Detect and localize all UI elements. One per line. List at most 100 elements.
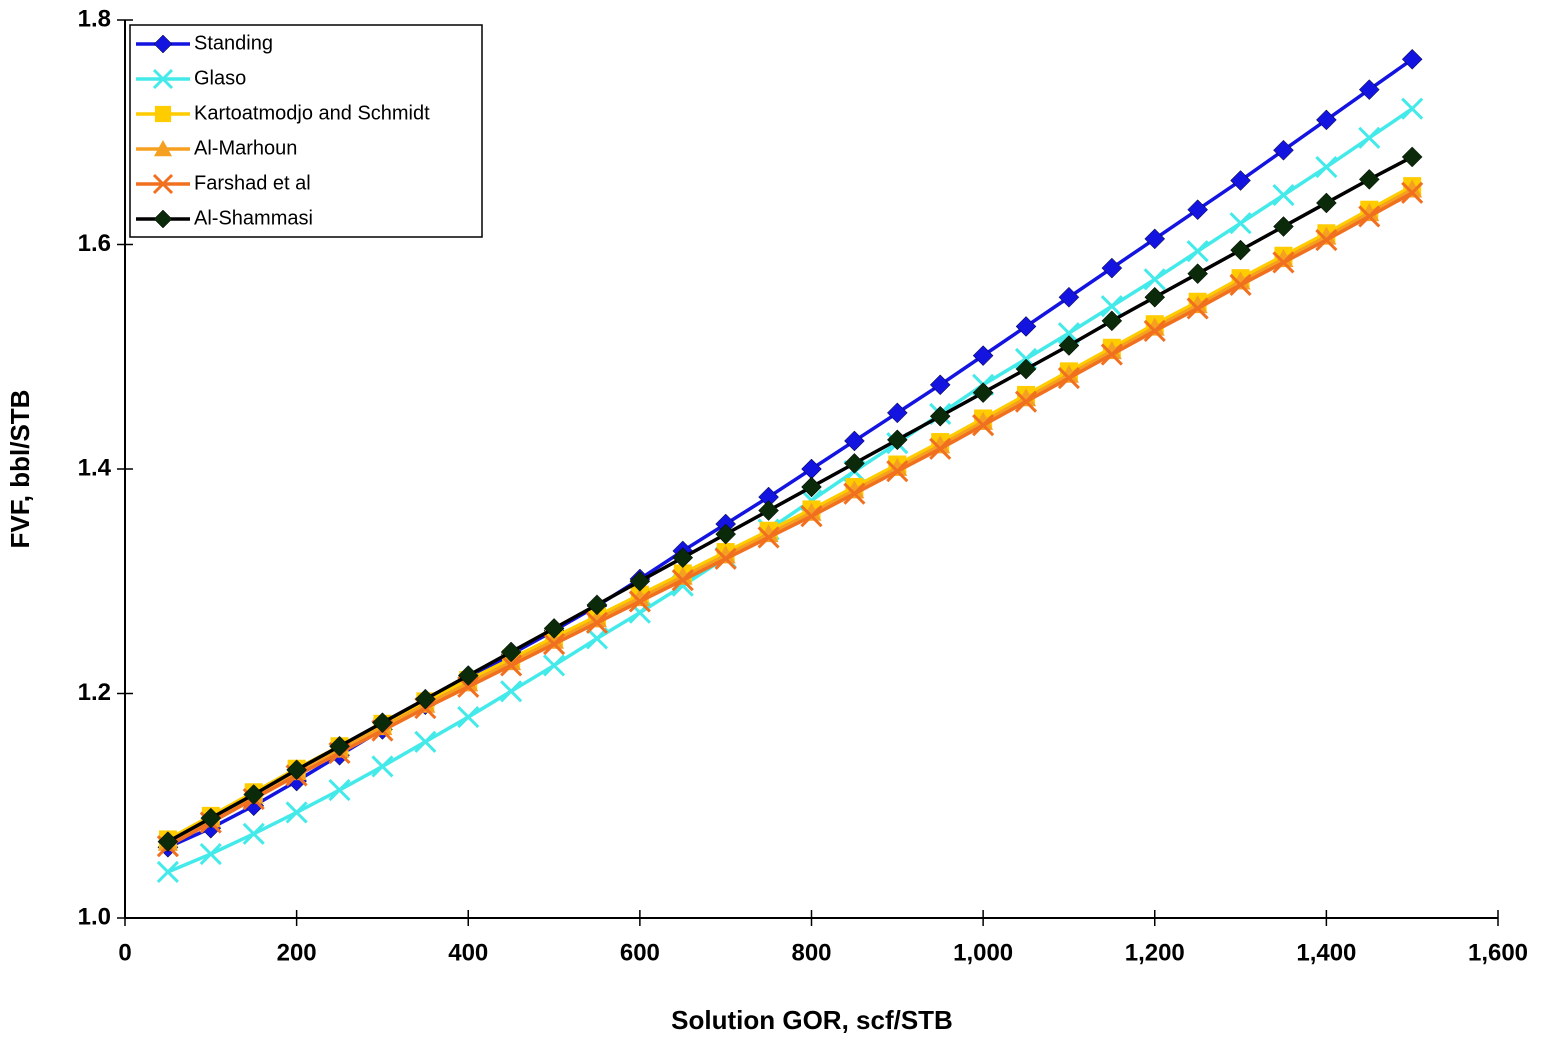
legend-label: Standing	[194, 32, 273, 54]
marker	[1143, 319, 1166, 342]
marker	[715, 523, 737, 545]
marker	[972, 345, 994, 366]
x-tick-label: 1,600	[1468, 939, 1528, 966]
marker	[1316, 192, 1337, 214]
marker	[887, 457, 908, 476]
marker	[844, 453, 865, 474]
marker	[844, 480, 865, 499]
marker	[1058, 364, 1079, 383]
marker	[1359, 203, 1380, 222]
marker	[929, 437, 952, 460]
marker	[800, 505, 823, 528]
marker	[1401, 181, 1424, 204]
marker	[156, 860, 179, 884]
marker	[1230, 239, 1251, 261]
marker	[153, 34, 173, 54]
marker	[543, 633, 566, 656]
marker	[801, 458, 822, 480]
marker	[1273, 216, 1294, 237]
legend-label: Farshad et al	[194, 172, 311, 194]
marker	[1058, 286, 1080, 308]
legend: Standing Glaso Kartoatmodjo and Schmidt Al-…	[129, 24, 483, 238]
marker	[544, 630, 565, 649]
marker	[329, 735, 350, 757]
marker	[757, 526, 780, 549]
marker	[801, 476, 822, 498]
marker	[671, 569, 694, 592]
y-tick-label: 1.2	[78, 679, 111, 706]
marker	[886, 460, 909, 483]
marker	[1358, 205, 1381, 228]
marker	[1358, 126, 1381, 149]
marker	[1358, 79, 1380, 100]
marker	[628, 590, 651, 613]
marker	[1229, 273, 1252, 296]
marker	[930, 435, 951, 454]
marker	[285, 801, 308, 824]
y-tick-label: 1.0	[78, 903, 111, 930]
marker	[1014, 390, 1038, 413]
marker	[199, 842, 222, 866]
marker	[328, 778, 351, 802]
marker	[1230, 271, 1251, 290]
series-line	[167, 155, 1414, 844]
marker	[1401, 146, 1423, 168]
x-tick-label: 1,000	[953, 939, 1013, 966]
marker	[1401, 48, 1423, 70]
marker	[1101, 257, 1123, 279]
marker	[758, 500, 779, 521]
marker	[500, 654, 523, 677]
marker	[714, 547, 737, 570]
marker	[371, 755, 394, 778]
marker	[1272, 251, 1295, 274]
marker	[1229, 212, 1252, 235]
marker	[153, 209, 173, 229]
marker	[586, 609, 607, 628]
marker	[372, 712, 393, 734]
marker	[543, 654, 566, 677]
marker	[758, 524, 779, 543]
marker	[1315, 155, 1338, 179]
marker	[414, 730, 437, 753]
marker	[1316, 226, 1337, 245]
marker	[715, 545, 736, 564]
y-tick-label: 1.8	[78, 5, 111, 32]
marker	[1144, 286, 1166, 308]
marker	[972, 414, 995, 437]
marker	[457, 665, 479, 686]
marker	[1101, 341, 1122, 360]
marker	[457, 706, 480, 729]
y-tick-label: 1.4	[78, 454, 112, 481]
marker	[672, 566, 693, 585]
marker	[1143, 268, 1166, 291]
marker	[1187, 199, 1209, 221]
marker	[1144, 317, 1165, 336]
marker	[543, 618, 565, 639]
marker	[1058, 335, 1080, 356]
marker	[1187, 263, 1209, 285]
marker	[886, 429, 908, 451]
marker	[1015, 316, 1037, 337]
marker	[844, 430, 865, 452]
legend-box	[129, 24, 483, 238]
marker	[1358, 169, 1380, 190]
marker	[886, 402, 908, 424]
marker	[1316, 109, 1337, 131]
marker	[1144, 228, 1166, 250]
marker	[1015, 358, 1037, 380]
marker	[586, 594, 608, 616]
marker	[1272, 184, 1295, 207]
marker	[152, 68, 174, 90]
marker	[1401, 97, 1424, 120]
marker	[972, 382, 994, 404]
marker	[200, 807, 222, 829]
y-axis-title: FVF, bbl/STB	[5, 390, 35, 549]
marker	[154, 105, 172, 123]
x-tick-label: 400	[448, 939, 488, 966]
marker	[1315, 228, 1338, 252]
y-tick-label: 1.6	[78, 230, 111, 257]
series	[157, 179, 1423, 851]
marker	[843, 482, 866, 505]
x-tick-label: 200	[277, 939, 317, 966]
